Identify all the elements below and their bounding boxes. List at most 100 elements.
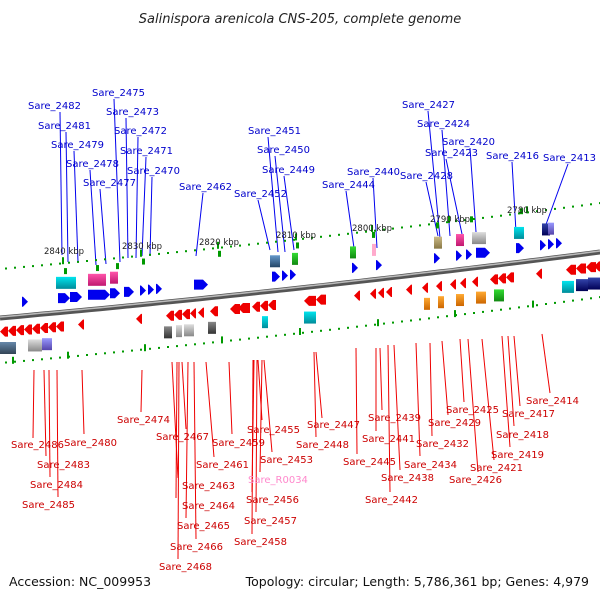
gene-label[interactable]: Sare_2461 — [196, 460, 249, 471]
gene-label[interactable]: Sare_2474 — [117, 415, 170, 426]
gene-label[interactable]: Sare_2473 — [106, 107, 159, 118]
gene-label[interactable]: Sare_2428 — [400, 171, 453, 182]
tick-dot — [509, 213, 511, 216]
gene-label[interactable]: Sare_2483 — [37, 460, 90, 471]
tick-dot — [185, 250, 187, 253]
ring-marker — [296, 242, 299, 249]
tick-dot — [230, 339, 232, 342]
gene-label[interactable]: Sare_2465 — [177, 521, 230, 532]
tick-dot — [518, 306, 520, 309]
gene-label[interactable]: Sare_2426 — [449, 475, 502, 486]
gene-label[interactable]: Sare_2475 — [92, 88, 145, 99]
kbp-marker-2790: 2790 kbp — [430, 215, 470, 225]
gene-label[interactable]: Sare_2479 — [51, 140, 104, 151]
reverse-gene — [460, 278, 466, 289]
gene-label[interactable]: Sare_2449 — [262, 165, 315, 176]
gene-label[interactable]: Sare_2445 — [343, 457, 396, 468]
gene-label[interactable]: Sare_2458 — [234, 537, 287, 548]
gene-label[interactable]: Sare_2464 — [182, 501, 235, 512]
gene-label[interactable]: Sare_2477 — [83, 178, 136, 189]
tick-dot — [509, 307, 511, 310]
callout-line — [99, 188, 107, 265]
gene-label[interactable]: Sare_2470 — [127, 166, 180, 177]
category-box — [184, 324, 194, 337]
gene-label[interactable]: Sare_2442 — [365, 495, 418, 506]
gene-label[interactable]: Sare_R0034 — [248, 475, 308, 486]
gene-label[interactable]: Sare_2419 — [491, 450, 544, 461]
gene-label[interactable]: Sare_2481 — [38, 121, 91, 132]
gene-label[interactable]: Sare_2482 — [28, 101, 81, 112]
gene-label[interactable]: Sare_2441 — [362, 434, 415, 445]
gene-label[interactable]: Sare_2452 — [234, 189, 287, 200]
gene-label[interactable]: Sare_2447 — [307, 420, 360, 431]
callout-line — [372, 177, 378, 249]
forward-gene — [290, 269, 296, 280]
gene-label[interactable]: Sare_2486 — [11, 440, 64, 451]
tick-dot — [545, 303, 547, 305]
gene-label[interactable]: Sare_2444 — [322, 180, 375, 191]
category-box — [270, 255, 280, 268]
kbp-tick — [526, 206, 528, 214]
tick-dot — [257, 336, 259, 339]
gene-label[interactable]: Sare_2413 — [543, 153, 596, 164]
tick-dot — [167, 346, 169, 348]
tick-dot — [302, 331, 304, 334]
reverse-gene — [370, 288, 376, 299]
gene-label[interactable]: Sare_2457 — [244, 516, 297, 527]
tick-dot — [338, 327, 340, 330]
gene-label[interactable]: Sare_2478 — [66, 159, 119, 170]
tick-dot — [131, 349, 133, 352]
gene-label[interactable]: Sare_2463 — [182, 481, 235, 492]
gene-label[interactable]: Sare_2467 — [156, 432, 209, 443]
reverse-gene — [252, 301, 260, 312]
gene-label[interactable]: Sare_2432 — [416, 439, 469, 450]
reverse-gene — [354, 290, 360, 301]
tick-dot — [239, 338, 241, 341]
gene-label[interactable]: Sare_2416 — [486, 151, 539, 162]
gene-label[interactable]: Sare_2434 — [404, 460, 457, 471]
gene-label[interactable]: Sare_2439 — [368, 413, 421, 424]
gene-label[interactable]: Sare_2429 — [428, 418, 481, 429]
category-box — [28, 339, 42, 352]
gene-label[interactable]: Sare_2480 — [64, 438, 117, 449]
callout-line — [543, 163, 569, 231]
gene-label[interactable]: Sare_2450 — [257, 145, 310, 156]
tick-dot — [563, 206, 565, 209]
gene-label[interactable]: Sare_2420 — [442, 137, 495, 148]
gene-label[interactable]: Sare_2466 — [170, 542, 223, 553]
gene-label[interactable]: Sare_2421 — [470, 463, 523, 474]
gene-label[interactable]: Sare_2414 — [526, 396, 579, 407]
forward-gene — [124, 286, 134, 297]
gene-label[interactable]: Sare_2440 — [347, 167, 400, 178]
gene-label[interactable]: Sare_2417 — [502, 409, 555, 420]
gene-label[interactable]: Sare_2451 — [248, 126, 301, 137]
tick-dot — [545, 209, 547, 211]
tick-dot — [113, 351, 115, 354]
tick-dot — [275, 334, 277, 337]
forward-gene — [148, 284, 154, 295]
gene-label[interactable]: Sare_2418 — [496, 430, 549, 441]
gene-label[interactable]: Sare_2471 — [120, 146, 173, 157]
tick-dot — [140, 348, 142, 351]
gene-label[interactable]: Sare_2453 — [260, 455, 313, 466]
kbp-tick — [295, 233, 297, 241]
gene-label[interactable]: Sare_2427 — [402, 100, 455, 111]
gene-label[interactable]: Sare_2468 — [159, 562, 212, 573]
gene-label[interactable]: Sare_2485 — [22, 500, 75, 511]
gene-label[interactable]: Sare_2462 — [179, 182, 232, 193]
tick-dot — [194, 249, 196, 252]
gene-label[interactable]: Sare_2472 — [114, 126, 167, 137]
reverse-gene — [238, 303, 250, 314]
gene-label[interactable]: Sare_2459 — [212, 438, 265, 449]
gene-label[interactable]: Sare_2424 — [417, 119, 470, 130]
tick-dot — [500, 308, 502, 311]
gene-label[interactable]: Sare_2456 — [246, 495, 299, 506]
callout-line — [89, 169, 97, 266]
gene-label[interactable]: Sare_2425 — [446, 405, 499, 416]
gene-label[interactable]: Sare_2423 — [425, 148, 478, 159]
gene-label[interactable]: Sare_2448 — [296, 440, 349, 451]
gene-label[interactable]: Sare_2484 — [30, 480, 83, 491]
gene-label[interactable]: Sare_2455 — [247, 425, 300, 436]
gene-label[interactable]: Sare_2438 — [381, 473, 434, 484]
callout-line — [32, 369, 35, 439]
